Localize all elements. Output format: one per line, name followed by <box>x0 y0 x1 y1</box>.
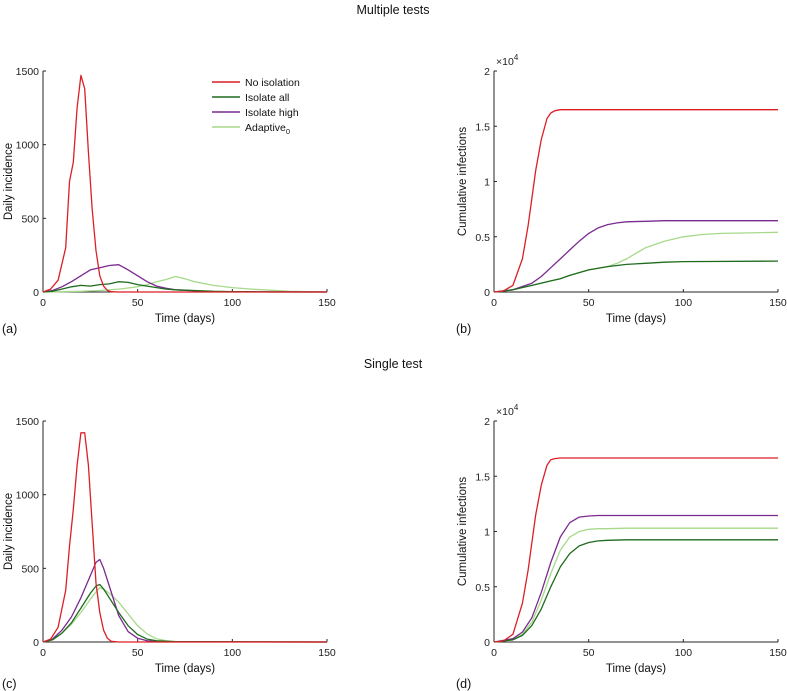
x-tick-label: 50 <box>132 297 144 309</box>
panel-label: (c) <box>2 677 17 691</box>
y-tick-label: 1000 <box>16 490 40 502</box>
y-tick-label: 1500 <box>16 66 40 78</box>
y-tick-label: 1 <box>484 177 490 189</box>
legend-entry: Adaptive0 <box>245 122 290 136</box>
y-tick-label: 0 <box>33 637 39 649</box>
y-tick-label: 0.5 <box>475 582 490 594</box>
series-line-no-isolation <box>493 109 778 293</box>
series-line-isolate-high <box>493 220 778 293</box>
y-axis-label: Daily incidence <box>3 143 15 220</box>
x-tick-label: 0 <box>491 297 497 309</box>
y-tick-label: 1.5 <box>475 121 490 133</box>
y-tick-label: 0 <box>33 287 39 299</box>
series-line-isolate-high <box>493 514 778 643</box>
panel-label: (d) <box>456 677 471 691</box>
x-tick-label: 150 <box>769 297 787 309</box>
series-line-adaptive <box>42 586 328 643</box>
y-tick-label: 0 <box>484 637 490 649</box>
x-tick-label: 50 <box>583 647 595 659</box>
series-line-adaptive <box>42 275 328 293</box>
x-tick-label: 150 <box>318 297 336 309</box>
series-line-isolate-all <box>42 583 328 643</box>
y-tick-label: 1 <box>484 527 490 539</box>
x-tick-label: 0 <box>40 647 46 659</box>
x-tick-label: 150 <box>318 647 336 659</box>
y-tick-label: 1000 <box>16 140 40 152</box>
x-tick-label: 0 <box>40 297 46 309</box>
x-axis-label: Time (days) <box>606 663 666 675</box>
y-axis-label: Daily incidence <box>3 493 15 570</box>
legend-entry: Isolate high <box>245 107 299 119</box>
y-tick-label: 500 <box>21 563 39 575</box>
x-tick-label: 100 <box>675 647 693 659</box>
legend-entry: No isolation <box>245 77 300 89</box>
x-tick-label: 100 <box>224 297 242 309</box>
series-line-adaptive <box>493 231 779 293</box>
header-single-test: Single test <box>364 357 423 371</box>
x-tick-label: 100 <box>224 647 242 659</box>
legend-entry: Isolate all <box>245 92 289 104</box>
series-line-no-isolation <box>42 74 327 293</box>
x-axis-label: Time (days) <box>155 313 215 325</box>
y-tick-label: 1500 <box>16 416 40 428</box>
panel-label: (a) <box>2 322 17 336</box>
header-multiple-tests: Multiple tests <box>357 3 430 17</box>
y-tick-label: 0.5 <box>475 232 490 244</box>
y-tick-label: 2 <box>484 416 490 428</box>
series-line-no-isolation <box>42 432 327 643</box>
y-axis-label: Cumulative infections <box>457 127 469 237</box>
series-line-adaptive <box>493 527 778 643</box>
x-axis-label: Time (days) <box>606 313 666 325</box>
y-tick-label: 2 <box>484 66 490 78</box>
x-tick-label: 50 <box>583 297 595 309</box>
y-tick-label: 500 <box>21 213 39 225</box>
y-tick-label: 1.5 <box>475 471 490 483</box>
series-line-no-isolation <box>493 457 778 643</box>
y-tick-label: 0 <box>484 287 490 299</box>
x-tick-label: 150 <box>769 647 787 659</box>
x-tick-label: 0 <box>491 647 497 659</box>
legend: No isolation Isolate all Isolate high Adapt… <box>212 77 300 136</box>
x-tick-label: 100 <box>675 297 693 309</box>
x-tick-label: 50 <box>132 647 144 659</box>
y-exponent-label: ×104 <box>496 53 519 68</box>
panel-label: (b) <box>456 322 471 336</box>
chart-panel-b: 0 50 100 150 0 0.5 1 1.5 2 ×104 Time (days) Cumulat… <box>456 53 787 336</box>
y-exponent-label: ×104 <box>496 403 519 418</box>
series-line-isolate-all <box>493 260 779 293</box>
x-axis-label: Time (days) <box>155 663 215 675</box>
chart-panel-d: 0 50 100 150 0 0.5 1 1.5 2 ×104 Time (days) Cumulat… <box>456 403 787 691</box>
y-axis-label: Cumulative infections <box>457 477 469 587</box>
series-line-isolate-all <box>493 539 778 643</box>
series-line-isolate-high <box>42 558 328 643</box>
